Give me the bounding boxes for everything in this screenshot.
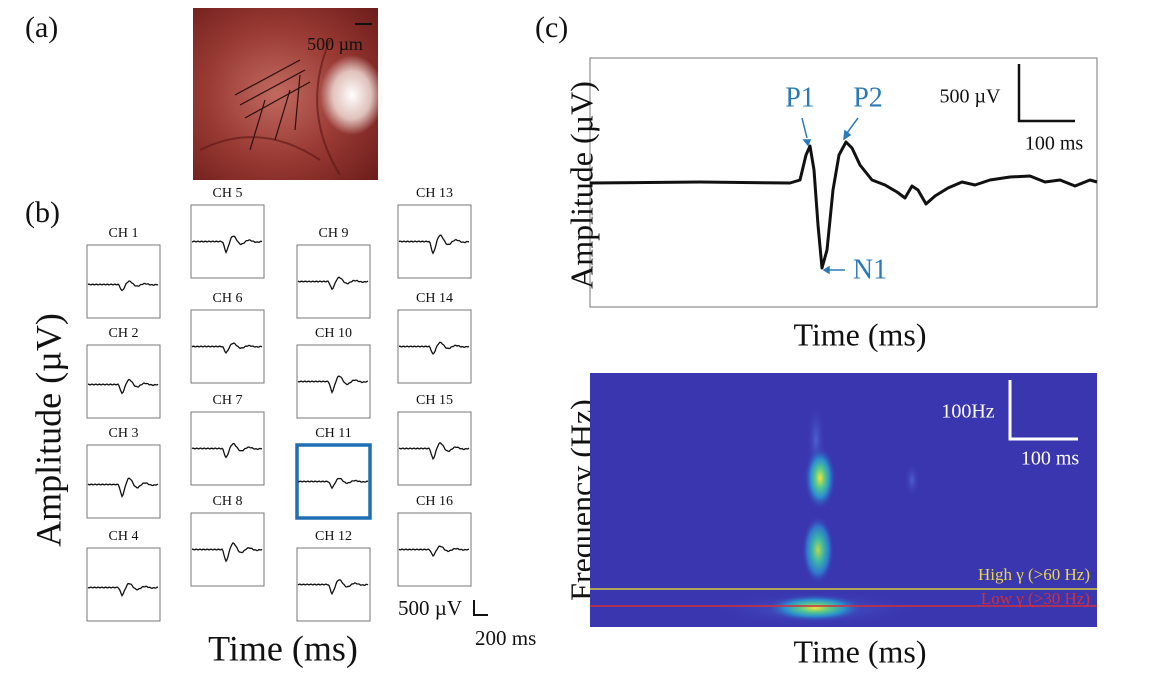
channel-trace bbox=[87, 582, 158, 597]
channel-trace bbox=[398, 341, 470, 355]
channel-trace bbox=[87, 378, 159, 395]
channel-trace bbox=[87, 280, 159, 292]
peak-label: P2 bbox=[853, 82, 883, 113]
band-label: Low γ (>30 Hz) bbox=[981, 589, 1090, 608]
spectrogram bbox=[590, 373, 1097, 627]
channel-trace bbox=[297, 276, 369, 291]
channel-box bbox=[397, 309, 472, 384]
scale-bar-label: 100Hz bbox=[941, 401, 994, 423]
peak-label: P1 bbox=[785, 82, 815, 113]
channel-trace bbox=[297, 375, 369, 395]
channel-label: CH 2 bbox=[109, 326, 139, 341]
channel-trace bbox=[398, 234, 470, 255]
channel-box bbox=[86, 244, 161, 319]
channel-label: CH 11 bbox=[315, 426, 351, 441]
channel-box bbox=[86, 444, 161, 519]
scale-bar-label: 100 ms bbox=[1021, 448, 1080, 470]
channel-trace bbox=[87, 477, 159, 499]
channel-label: CH 3 bbox=[109, 426, 139, 441]
scale-bar bbox=[473, 600, 488, 616]
channel-trace bbox=[398, 545, 470, 558]
scale-bar-label: 100 ms bbox=[1025, 133, 1084, 155]
scale-bar-label: 500 µV bbox=[398, 596, 462, 620]
channel-label: CH 16 bbox=[416, 494, 453, 509]
channel-label: CH 14 bbox=[416, 291, 453, 306]
channel-label: CH 9 bbox=[319, 226, 349, 241]
band-label: High γ (>60 Hz) bbox=[978, 565, 1090, 584]
panel-label: (c) bbox=[535, 11, 568, 44]
y-axis-label: Amplitude (µV) bbox=[28, 313, 68, 547]
y-axis-label: Amplitude (µV) bbox=[563, 81, 599, 289]
channel-label: CH 13 bbox=[416, 186, 453, 201]
tissue-photo bbox=[193, 8, 384, 180]
channel-label: CH 12 bbox=[315, 529, 352, 544]
channel-box bbox=[86, 547, 161, 622]
panel-label: (a) bbox=[25, 11, 58, 44]
channel-trace bbox=[191, 442, 263, 459]
panel-label: (b) bbox=[25, 196, 60, 229]
scale-bar-label: 500 µm bbox=[307, 34, 363, 54]
channel-label: CH 7 bbox=[213, 393, 243, 408]
x-axis-label: Time (ms) bbox=[208, 628, 358, 668]
channel-label: CH 1 bbox=[109, 226, 139, 241]
channel-label: CH 8 bbox=[213, 494, 243, 509]
channel-grid: CH 1 CH 2 CH 3 CH 4 CH 5 CH 6 CH 7 CH 8 CH 9 CH 1… bbox=[86, 186, 472, 622]
channel-trace bbox=[191, 235, 263, 255]
peak-arrows bbox=[801, 117, 859, 275]
channel-trace bbox=[398, 441, 470, 461]
channel-trace bbox=[297, 477, 369, 490]
channel-label: CH 4 bbox=[109, 529, 139, 544]
channel-label: CH 6 bbox=[213, 291, 243, 306]
scale-bar bbox=[1017, 64, 1075, 123]
channel-box bbox=[86, 344, 161, 419]
channel-label: CH 10 bbox=[315, 326, 352, 341]
channel-trace bbox=[192, 542, 263, 563]
channel-label: CH 15 bbox=[416, 393, 453, 408]
scale-bar-label: 200 ms bbox=[475, 626, 536, 650]
x-axis-label: Time (ms) bbox=[793, 633, 926, 669]
channel-label: CH 5 bbox=[213, 186, 243, 201]
erp-trace bbox=[589, 140, 1098, 270]
x-axis-label: Time (ms) bbox=[793, 316, 926, 352]
peak-label: N1 bbox=[853, 254, 887, 285]
channel-trace bbox=[297, 578, 369, 596]
scale-bar-label: 500 µV bbox=[940, 86, 1002, 108]
channel-trace bbox=[191, 342, 263, 354]
